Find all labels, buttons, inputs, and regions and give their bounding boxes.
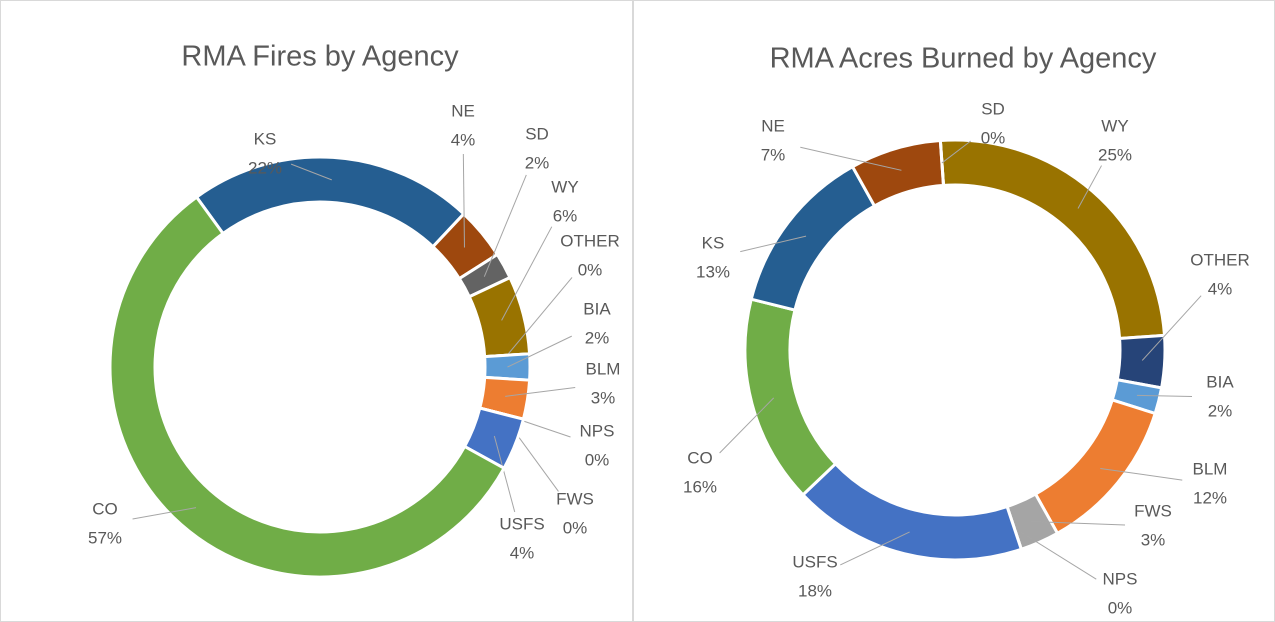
slice-label: USFS <box>499 514 544 533</box>
leader-line <box>740 235 807 253</box>
leader-line <box>493 435 516 513</box>
value-label: 2% <box>525 153 550 172</box>
slice-label: WY <box>551 177 578 196</box>
leader-line <box>840 531 910 566</box>
leader-line <box>800 146 902 171</box>
leader-line <box>506 277 573 356</box>
value-label: 4% <box>510 543 535 562</box>
value-label: 2% <box>1208 401 1233 420</box>
value-label: 22% <box>248 158 282 177</box>
slice-label: WY <box>1101 116 1128 135</box>
slice-label: OTHER <box>1190 250 1250 269</box>
slice-label: KS <box>702 233 725 252</box>
value-label: 0% <box>578 260 603 279</box>
value-label: 0% <box>563 518 588 537</box>
slice-label: CO <box>687 448 713 467</box>
leader-line <box>1100 468 1183 481</box>
leader-line <box>941 140 972 164</box>
leader-line <box>483 174 527 277</box>
leader-line <box>1030 521 1126 526</box>
value-label: 57% <box>88 528 122 547</box>
leader-line <box>290 163 332 181</box>
value-label: 18% <box>798 581 832 600</box>
slice-label: BLM <box>586 359 621 378</box>
chart-title: RMA Fires by Agency <box>181 41 459 73</box>
leader-line <box>1077 165 1102 209</box>
slice-label: NE <box>761 116 785 135</box>
value-label: 2% <box>585 328 610 347</box>
slice-label: KS <box>254 129 277 148</box>
slice-label: BIA <box>1206 372 1234 391</box>
leader-line <box>1141 295 1202 361</box>
value-label: 0% <box>1108 598 1133 617</box>
value-label: 4% <box>1208 279 1233 298</box>
chart-title: RMA Acres Burned by Agency <box>770 43 1157 75</box>
leader-line <box>132 507 197 520</box>
value-label: 7% <box>761 145 786 164</box>
slice-label: FWS <box>556 489 594 508</box>
leader-line <box>462 153 465 248</box>
slice-label: USFS <box>792 552 837 571</box>
value-label: 3% <box>591 388 616 407</box>
value-label: 3% <box>1141 530 1166 549</box>
value-label: 16% <box>683 477 717 496</box>
value-label: 0% <box>981 128 1006 147</box>
slice-label: FWS <box>1134 501 1172 520</box>
leader-line <box>501 226 553 321</box>
slice-label: NE <box>451 101 475 120</box>
slice-label: CO <box>92 499 118 518</box>
slice-label: OTHER <box>560 231 620 250</box>
slice-label: NPS <box>580 421 615 440</box>
value-label: 12% <box>1193 488 1227 507</box>
slice-label: NPS <box>1103 569 1138 588</box>
slice-label: SD <box>525 124 549 143</box>
leader-line <box>505 387 576 397</box>
slice-label: BIA <box>583 299 611 318</box>
leader-line <box>507 335 572 368</box>
value-label: 6% <box>553 206 578 225</box>
slice-label: BLM <box>1193 459 1228 478</box>
value-label: 13% <box>696 262 730 281</box>
value-label: 0% <box>585 450 610 469</box>
leader-line <box>719 397 775 454</box>
slice <box>483 352 532 382</box>
slice <box>108 195 507 579</box>
value-label: 25% <box>1098 145 1132 164</box>
leader-line <box>1013 527 1097 580</box>
value-label: 4% <box>451 130 476 149</box>
leader-line <box>1136 394 1193 397</box>
slice-label: SD <box>981 99 1005 118</box>
